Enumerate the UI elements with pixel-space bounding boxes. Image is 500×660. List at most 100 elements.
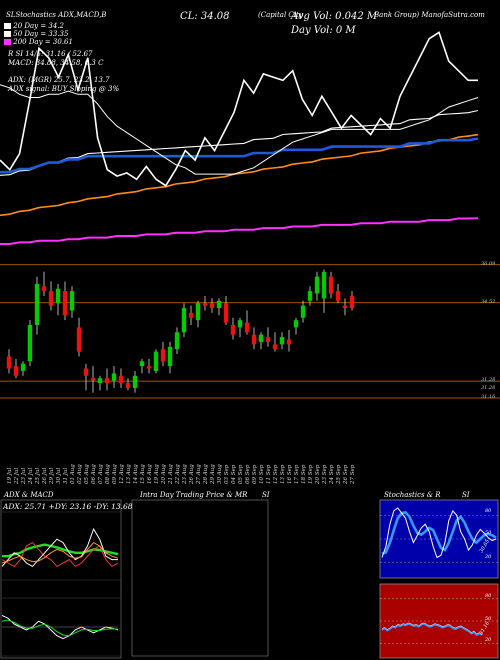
intraday-panel: [131, 499, 269, 657]
up-candle: [20, 363, 26, 371]
close-price-line: [0, 31, 478, 187]
up-candle: [181, 308, 187, 333]
rsi-panel: [379, 583, 499, 659]
date-tick-label: 17 Sep: [294, 464, 300, 484]
adx-line: [2, 543, 119, 558]
stochastics-si-label: SI: [462, 491, 470, 499]
stochastics-panel-title: Stochastics & R: [384, 491, 441, 499]
macd-info-line: MACD: 34.88, 34.58, 0.3 C: [8, 59, 104, 67]
date-tick-label: 12 Aug: [119, 464, 125, 484]
date-tick-label: 05 Aug: [84, 464, 90, 484]
date-tick-label: 19 Sep: [308, 464, 314, 484]
adx-readout: ADX: 25.71 +DY: 23.16 -DY: 13.68: [3, 502, 133, 511]
stoch-d-line: [381, 510, 497, 556]
date-tick-label: 15 Aug: [140, 464, 146, 484]
down-candle: [188, 312, 194, 318]
date-tick-label: 02 Aug: [77, 464, 83, 484]
date-tick-label: 13 Sep: [280, 464, 286, 484]
down-candle: [62, 291, 68, 316]
stoch-tick-20: 20: [485, 554, 492, 560]
date-tick-label: 12 Sep: [273, 464, 279, 484]
date-tick-label: 25 Jul: [35, 468, 41, 485]
macd-lines: [1, 614, 119, 640]
down-candle: [202, 303, 208, 306]
date-tick-label: 04 Sep: [231, 464, 237, 484]
down-candle: [272, 344, 278, 350]
up-candle: [321, 271, 327, 299]
up-candle: [174, 332, 180, 350]
date-tick-label: 31 Jul: [63, 468, 69, 484]
down-candle: [230, 325, 236, 335]
down-candle: [251, 334, 257, 345]
down-candle: [342, 305, 348, 309]
stoch-tick-50: 50: [485, 530, 492, 536]
date-tick-label: 13 Aug: [126, 464, 132, 484]
up-candle: [27, 325, 33, 362]
rsi-line: [381, 623, 483, 637]
up-candle: [167, 346, 173, 367]
date-tick-label: 16 Aug: [147, 464, 153, 484]
intraday-panel-title: Intra Day Trading Price & MR: [140, 491, 248, 499]
legend-200day-swatch: [4, 39, 11, 45]
date-tick-label: 10 Sep: [259, 464, 265, 484]
date-tick-label: 26 Aug: [189, 464, 195, 485]
down-candle: [244, 322, 250, 333]
down-candle: [146, 366, 152, 369]
ema-100-line: [0, 109, 479, 176]
rsi-lines: [380, 598, 498, 644]
down-candle: [104, 378, 110, 384]
date-tick-label: 23 Aug: [182, 464, 188, 485]
date-tick-label: 26 Sep: [343, 464, 349, 485]
date-tick-label: 19 Aug: [154, 464, 160, 484]
adx-macd-panel: [0, 499, 122, 659]
close-price-label: CL: 34.08: [180, 11, 230, 22]
date-tick-label: 21 Aug: [168, 464, 174, 485]
up-candle: [307, 291, 313, 301]
ema-150-line: [0, 133, 479, 217]
date-tick-label: 23 Jul: [21, 468, 27, 485]
day-volume-label: Day Vol: 0 M: [291, 25, 356, 36]
down-candle: [160, 349, 166, 362]
price-level-label: 36.09: [481, 260, 496, 267]
legend-20day-swatch: [4, 23, 11, 29]
adx-lines: [1, 527, 119, 568]
date-tick-label: 25 Sep: [336, 464, 342, 485]
down-candle: [286, 339, 292, 345]
macd-signal-line: [1, 619, 119, 637]
down-candle: [13, 366, 19, 376]
legend-50day: 50 Day = 33.35: [4, 31, 68, 38]
date-tick-label: 16 Sep: [287, 464, 293, 484]
ema-20-line: [0, 84, 479, 175]
date-axis: 19 Jul 22 Jul 23 Jul 24 Jul 25 Jul 26 Jul 29 J…: [7, 464, 356, 485]
date-tick-label: 06 Aug: [91, 464, 97, 484]
up-candle: [279, 337, 285, 345]
date-tick-label: 05 Sep: [238, 464, 244, 484]
up-candle: [153, 351, 159, 371]
legend-20day: 20 Day = 34.2: [4, 23, 64, 30]
date-tick-label: 28 Aug: [203, 464, 209, 485]
date-tick-label: 24 Jul: [28, 468, 34, 485]
date-tick-label: 20 Sep: [315, 464, 321, 485]
date-tick-label: 08 Aug: [105, 464, 111, 484]
up-candle: [216, 300, 222, 309]
up-candle: [97, 378, 103, 384]
legend-200day: 200 Day = 30.61: [4, 39, 73, 46]
price-level-lines: [0, 264, 500, 399]
date-tick-label: 07 Aug: [98, 464, 104, 484]
date-tick-label: 27 Aug: [196, 464, 202, 485]
down-candle: [335, 291, 341, 301]
price-level-label: 31.28: [481, 377, 496, 384]
date-tick-label: 06 Sep: [245, 464, 251, 484]
stoch-tick-80: 80: [485, 508, 492, 514]
adx-signal-line: [1, 541, 119, 564]
down-candle: [76, 327, 82, 352]
rsi-info-line: R SI 14/5: 31.16 / 52.67: [8, 50, 93, 58]
legend-50day-swatch: [4, 31, 11, 37]
price-level-label: 34.52: [481, 298, 496, 305]
date-tick-label: 11 Sep: [266, 464, 272, 484]
legend-20day-text: 20 Day = 34.2: [13, 22, 65, 30]
ema-50-line: [0, 137, 479, 174]
down-candle: [83, 368, 89, 376]
candlestick-series: [6, 269, 355, 393]
